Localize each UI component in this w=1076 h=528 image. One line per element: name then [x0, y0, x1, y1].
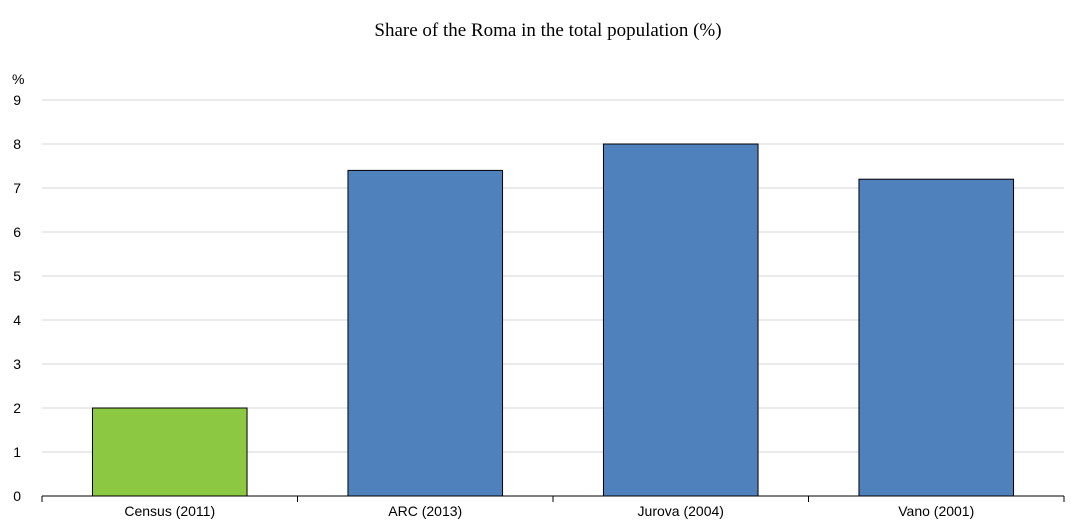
- y-tick-label: 3: [13, 356, 21, 372]
- y-tick-label: 9: [13, 92, 21, 108]
- y-tick-label: 2: [13, 400, 21, 416]
- y-tick-label: 1: [13, 444, 21, 460]
- chart-title: Share of the Roma in the total populatio…: [374, 20, 721, 41]
- y-tick-label: 5: [13, 268, 21, 284]
- y-tick-labels: 0 1 2 3 4 5 6 7 8 9: [13, 92, 21, 504]
- x-tick-label: Vano (2001): [898, 503, 974, 519]
- bar-1: [91, 407, 248, 497]
- y-tick-label: 4: [13, 312, 21, 328]
- y-tick-label: 7: [13, 180, 21, 196]
- x-tick-label: Census (2011): [124, 503, 215, 519]
- x-tick-label: Jurova (2004): [638, 503, 724, 519]
- axes: [41, 495, 1065, 502]
- x-tick-labels: Census (2011) ARC (2013) Jurova (2004) Vano…: [124, 503, 974, 519]
- x-tick-label: ARC (2013): [388, 503, 462, 519]
- y-axis-unit-label: %: [12, 71, 24, 87]
- y-tick-label: 0: [13, 488, 21, 504]
- bar-4: [858, 178, 1015, 497]
- y-tick-label: 6: [13, 224, 21, 240]
- bar-2: [347, 169, 504, 497]
- bars: [91, 143, 1015, 497]
- y-tick-label: 8: [13, 136, 21, 152]
- bar-3: [602, 143, 759, 497]
